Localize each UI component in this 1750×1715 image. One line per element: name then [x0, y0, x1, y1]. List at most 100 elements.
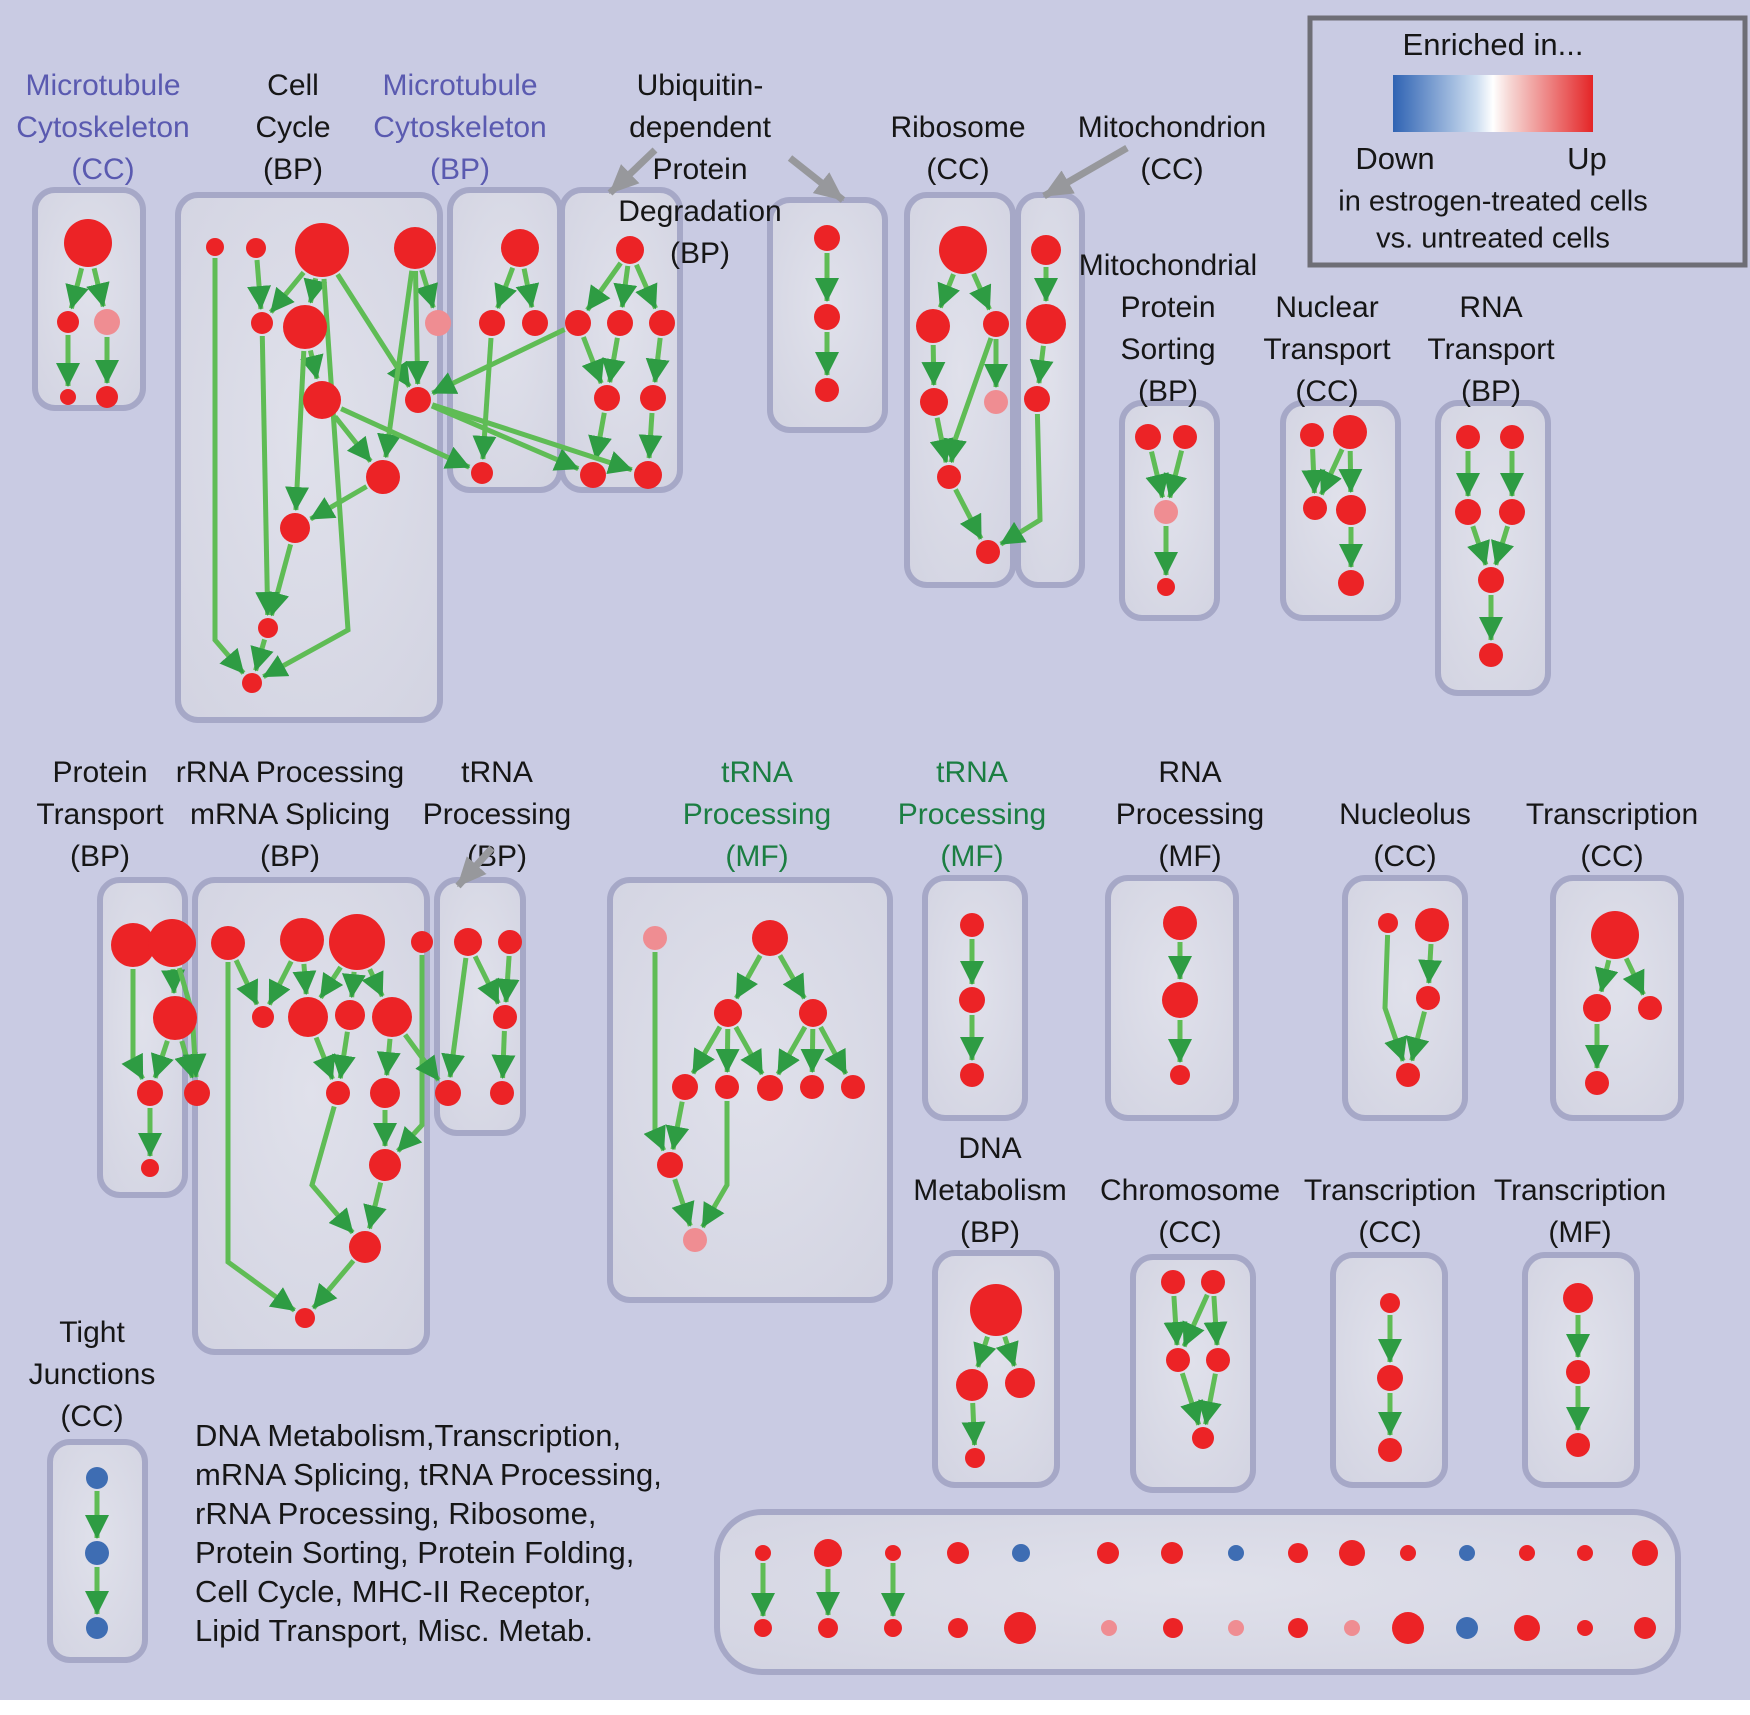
- cluster-label-ribosome: Ribosome: [890, 111, 1025, 144]
- go-term-node-up: [1163, 906, 1197, 940]
- edge-arrow: [267, 960, 294, 1006]
- edge-arrow: [431, 327, 566, 396]
- cluster-label-trna-mf-1: tRNA: [721, 756, 793, 789]
- go-term-node-up: [1333, 415, 1367, 449]
- cluster-label-mito-sorting: Protein: [1120, 291, 1215, 324]
- edge-arrow: [1622, 957, 1646, 996]
- cluster-label-microtubule-cc: (CC): [71, 153, 134, 186]
- edge-arrow: [818, 1025, 849, 1075]
- go-term-node-up: [1415, 908, 1449, 942]
- go-term-node-up: [96, 386, 118, 408]
- cluster-label-cell-cycle: (BP): [263, 153, 323, 186]
- go-term-node-up: [920, 388, 948, 416]
- cluster-label-ubiquitin: Ubiquitin-: [637, 69, 764, 102]
- edge-arrow: [671, 1178, 695, 1227]
- edge-arrow: [700, 1101, 730, 1229]
- go-term-node-up: [1632, 1540, 1658, 1566]
- go-term-node-down: [86, 1617, 108, 1639]
- misc-clusters-text: Lipid Transport, Misc. Metab.: [195, 1613, 593, 1648]
- edge-arrow: [601, 337, 626, 384]
- go-term-node-up: [252, 1006, 274, 1028]
- go-term-node-up: [714, 999, 742, 1027]
- go-term-node-up: [755, 1545, 771, 1561]
- edge-arrow: [363, 1181, 387, 1230]
- edge-arrow: [1594, 959, 1619, 993]
- go-term-node-weak-up: [984, 390, 1008, 414]
- edge-arrow: [1405, 1010, 1430, 1062]
- go-term-node-up: [1024, 386, 1050, 412]
- go-term-node-up: [303, 381, 341, 419]
- go-term-node-up: [394, 227, 436, 269]
- edge-arrow: [403, 1033, 441, 1082]
- go-term-node-up: [983, 311, 1009, 337]
- edge-arrow: [643, 952, 666, 1152]
- go-term-node-up: [970, 1284, 1022, 1336]
- edge-arrow: [588, 412, 612, 461]
- cluster-label-cell-cycle: Cell: [267, 69, 319, 102]
- go-term-node-up: [372, 997, 412, 1037]
- cluster-label-ubiquitin: Protein: [652, 153, 747, 186]
- go-term-node-up: [1303, 496, 1327, 520]
- cluster-label-trna-bp: tRNA: [461, 756, 533, 789]
- edge-arrow: [1301, 448, 1326, 494]
- cluster-label-mito-sorting: Mitochondrial: [1079, 249, 1257, 282]
- cluster-label-transcription-cc-1: Transcription: [1526, 798, 1698, 831]
- go-term-node-up: [1173, 425, 1197, 449]
- edge-arrow: [405, 270, 430, 385]
- go-term-node-up: [137, 1080, 163, 1106]
- go-term-node-up: [498, 930, 522, 954]
- go-term-node-up: [1005, 1368, 1035, 1398]
- go-term-node-up: [211, 926, 245, 960]
- go-term-node-up: [1097, 1542, 1119, 1564]
- go-term-node-up: [454, 928, 482, 956]
- go-term-node-down: [1012, 1544, 1030, 1562]
- edge-arrow: [638, 412, 663, 459]
- go-term-node-up: [965, 1448, 985, 1468]
- cluster-label-dna-metabolism: (BP): [960, 1216, 1020, 1249]
- legend-title: Enriched in...: [1403, 27, 1584, 62]
- edge-arrow: [340, 406, 471, 470]
- edge-arrow: [300, 349, 324, 380]
- go-term-node-up: [1563, 1283, 1593, 1313]
- go-term-node-up: [111, 923, 155, 967]
- go-term-node-up: [649, 310, 675, 336]
- edge-arrow: [441, 957, 469, 1079]
- go-term-node-up: [1585, 1071, 1609, 1095]
- edge-arrow: [645, 337, 670, 384]
- cluster-label-transcription-mf: Transcription: [1494, 1174, 1666, 1207]
- cluster-label-rna-transport: Transport: [1427, 333, 1555, 366]
- edge-arrow: [331, 1031, 356, 1080]
- go-term-node-down: [1456, 1617, 1478, 1639]
- edge-arrow: [1029, 345, 1054, 385]
- go-term-node-up: [1519, 1545, 1535, 1561]
- go-term-node-up: [1288, 1543, 1308, 1563]
- go-term-node-up: [1201, 1270, 1225, 1294]
- edge-arrow: [65, 267, 89, 310]
- go-term-node-up: [884, 1619, 902, 1637]
- go-term-node-up: [246, 238, 266, 258]
- edge-arrow: [472, 955, 501, 1005]
- go-term-node-up: [752, 920, 788, 956]
- go-term-node-up: [815, 378, 839, 402]
- go-term-node-up: [490, 1081, 514, 1105]
- cluster-label-nucleolus: (CC): [1373, 840, 1436, 873]
- go-term-node-up: [1638, 996, 1662, 1020]
- cluster-box-cell-cycle: [175, 192, 443, 723]
- cluster-box-misc: [714, 1509, 1681, 1675]
- edge-arrow: [285, 350, 310, 511]
- go-term-node-up: [1456, 425, 1480, 449]
- legend-up-label: Up: [1567, 141, 1607, 176]
- go-term-node-up: [1378, 1438, 1402, 1462]
- edge-arrow: [318, 965, 344, 1000]
- cluster-label-tight-junctions: (CC): [60, 1400, 123, 1433]
- go-term-node-up: [959, 987, 985, 1013]
- edge-arrow: [1181, 1293, 1210, 1348]
- edge-arrow: [921, 344, 946, 386]
- go-term-node-up: [64, 219, 112, 267]
- go-term-node-up: [184, 1080, 210, 1106]
- edge-arrow: [733, 1025, 765, 1076]
- callout-arrow-icon: [607, 147, 658, 196]
- edge-arrow: [312, 1036, 336, 1080]
- edge-arrow: [1338, 450, 1363, 493]
